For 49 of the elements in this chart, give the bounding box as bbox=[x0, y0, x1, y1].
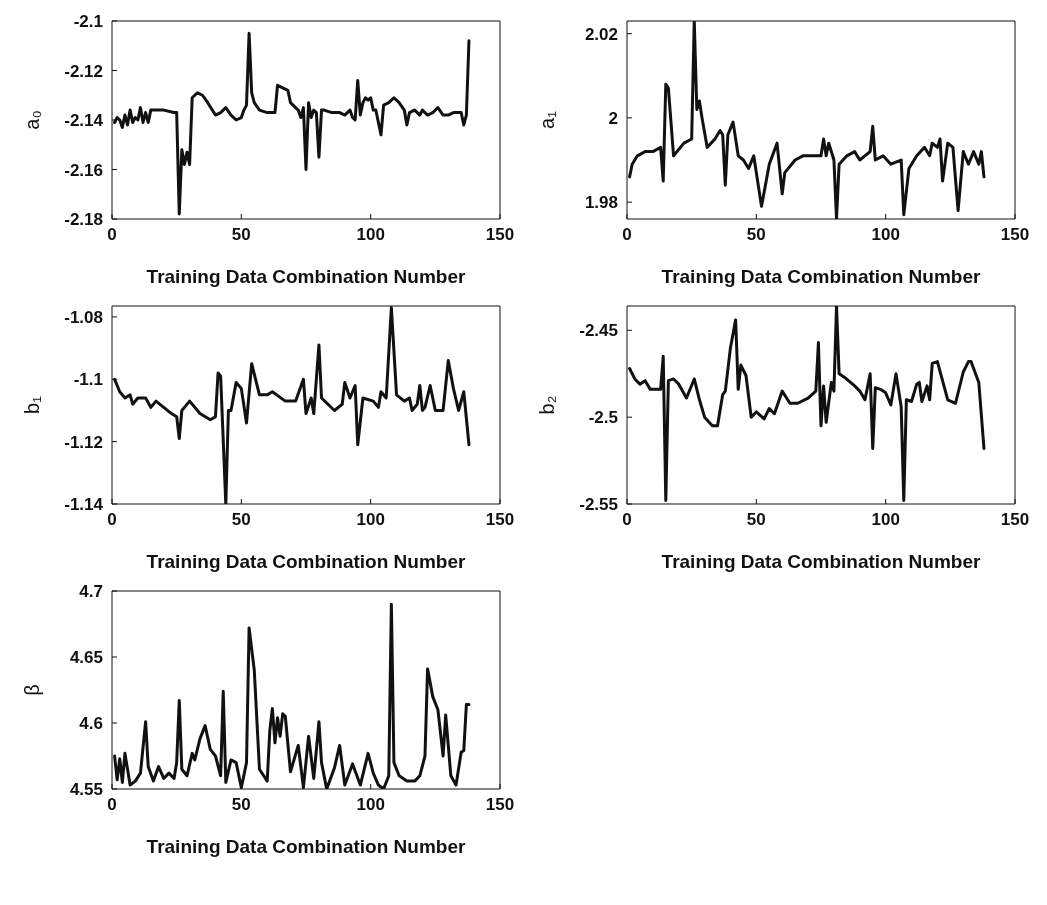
y-tick-label: -1.1 bbox=[73, 370, 103, 390]
x-tick-label: 150 bbox=[485, 795, 515, 815]
y-tick-label: -2.5 bbox=[588, 408, 618, 428]
y-tick-label: 4.6 bbox=[79, 714, 103, 734]
x-tick-label: 150 bbox=[1000, 225, 1030, 245]
x-tick-label: 50 bbox=[231, 225, 251, 245]
y-axis-title: a₁ bbox=[536, 110, 559, 129]
x-axis-title: Training Data Combination Number bbox=[146, 551, 466, 572]
x-axis-title: Training Data Combination Number bbox=[661, 266, 981, 287]
y-tick-label: 4.65 bbox=[69, 648, 103, 668]
x-tick-label: 0 bbox=[107, 510, 117, 530]
x-tick-label: 0 bbox=[622, 225, 632, 245]
x-axis-title: Training Data Combination Number bbox=[146, 836, 466, 857]
y-tick-label: -2.14 bbox=[64, 111, 104, 131]
y-tick-label: -2.55 bbox=[579, 495, 618, 515]
x-tick-label: 100 bbox=[356, 795, 385, 815]
y-tick-label: 2 bbox=[608, 108, 618, 128]
x-tick-label: 50 bbox=[231, 795, 251, 815]
x-tick-label: 150 bbox=[485, 510, 515, 530]
y-axis-title: b₂ bbox=[536, 395, 559, 415]
x-tick-label: 150 bbox=[485, 225, 515, 245]
y-axis-title: b₁ bbox=[21, 395, 44, 414]
x-axis-title: Training Data Combination Number bbox=[146, 266, 466, 287]
x-tick-label: 100 bbox=[871, 510, 900, 530]
x-tick-label: 150 bbox=[1000, 510, 1030, 530]
y-tick-label: 4.7 bbox=[79, 582, 103, 602]
y-tick-label: -1.12 bbox=[64, 432, 103, 452]
x-tick-label: 100 bbox=[356, 225, 385, 245]
x-tick-label: 0 bbox=[622, 510, 632, 530]
y-axis-title: β bbox=[21, 684, 44, 696]
x-tick-label: 0 bbox=[107, 795, 117, 815]
y-tick-label: 1.98 bbox=[584, 193, 618, 213]
x-tick-label: 50 bbox=[231, 510, 251, 530]
y-tick-label: 2.02 bbox=[584, 24, 618, 44]
x-tick-label: 100 bbox=[356, 510, 385, 530]
y-tick-label: -2.12 bbox=[64, 61, 103, 81]
y-tick-label: -2.18 bbox=[64, 210, 103, 230]
y-tick-label: -2.16 bbox=[64, 160, 103, 180]
y-axis-title: a₀ bbox=[21, 110, 44, 130]
y-tick-label: -1.08 bbox=[64, 307, 103, 327]
x-tick-label: 50 bbox=[746, 510, 766, 530]
y-tick-label: -2.45 bbox=[579, 321, 618, 341]
y-tick-label: 4.55 bbox=[69, 780, 103, 800]
y-tick-label: -2.1 bbox=[73, 12, 103, 32]
x-tick-label: 0 bbox=[107, 225, 117, 245]
x-tick-label: 50 bbox=[746, 225, 766, 245]
x-tick-label: 100 bbox=[871, 225, 900, 245]
x-axis-title: Training Data Combination Number bbox=[661, 551, 981, 572]
y-tick-label: -1.14 bbox=[64, 495, 104, 515]
